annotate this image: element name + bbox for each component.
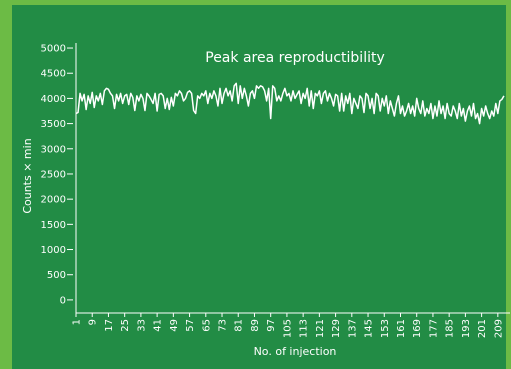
x-tick-label: 73 xyxy=(218,319,229,332)
x-tick-label: 161 xyxy=(396,319,407,338)
x-tick-label: 17 xyxy=(104,319,115,332)
x-tick-label: 41 xyxy=(153,319,164,332)
x-tick-label: 49 xyxy=(169,319,180,332)
y-tick-label: 3500 xyxy=(41,119,66,130)
x-tick-label: 137 xyxy=(347,319,358,338)
y-tick-label: 3000 xyxy=(41,144,66,155)
x-tick-label: 33 xyxy=(136,319,147,332)
data-line xyxy=(75,82,505,125)
x-tick-label: 153 xyxy=(380,319,391,338)
y-tick-label: 2000 xyxy=(41,195,66,206)
x-tick-label: 177 xyxy=(428,319,439,338)
x-tick-label: 185 xyxy=(445,319,456,338)
x-tick-label: 105 xyxy=(282,319,293,338)
chart-title: Peak area reproductibility xyxy=(205,50,385,66)
x-tick-label: 65 xyxy=(201,319,212,332)
x-tick-label: 89 xyxy=(250,319,261,332)
y-tick-label: 500 xyxy=(47,270,66,281)
x-tick-label: 57 xyxy=(185,319,196,332)
x-tick-label: 81 xyxy=(234,319,245,332)
x-tick-label: 193 xyxy=(461,319,472,338)
x-tick-label: 169 xyxy=(412,319,423,338)
x-tick-label: 121 xyxy=(315,319,326,338)
y-axis-label: Counts × min xyxy=(21,138,34,213)
x-tick-label: 113 xyxy=(299,319,310,338)
y-tick-label: 2500 xyxy=(41,169,66,180)
y-tick-label: 4500 xyxy=(41,69,66,80)
x-tick-label: 145 xyxy=(364,319,375,338)
x-tick-label: 129 xyxy=(331,319,342,338)
panel xyxy=(12,5,506,369)
x-tick-label: 201 xyxy=(477,319,488,338)
y-tick-label: 1000 xyxy=(41,245,66,256)
y-tick-label: 1500 xyxy=(41,220,66,231)
x-tick-label: 209 xyxy=(493,319,504,338)
x-tick-label: 9 xyxy=(88,319,99,325)
y-tick-label: 5000 xyxy=(41,44,66,55)
x-tick-label: 25 xyxy=(120,319,131,332)
y-tick-label: 0 xyxy=(60,295,66,306)
x-tick-label: 1 xyxy=(72,319,83,325)
x-axis-label: No. of injection xyxy=(254,345,337,358)
y-tick-label: 4000 xyxy=(41,94,66,105)
x-tick-label: 97 xyxy=(266,319,277,332)
